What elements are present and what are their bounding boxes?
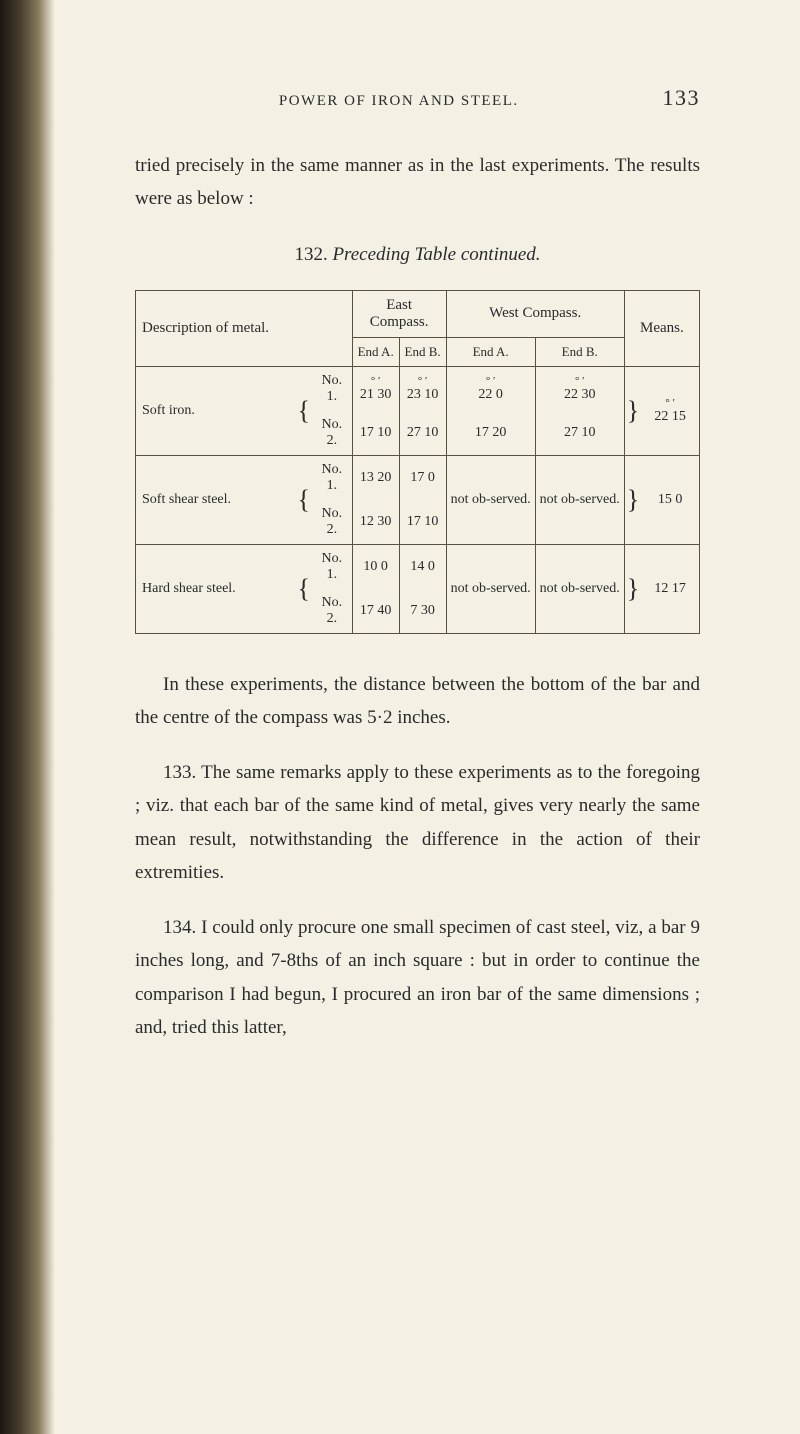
val: 21 30 [360, 387, 392, 402]
cell-means: ° ′22 15 [641, 366, 699, 455]
paragraph-4: 134. I could only procure one small spec… [135, 911, 700, 1044]
header-east-a: End A. [352, 337, 399, 366]
row-no: No. 2. [312, 500, 352, 545]
val: 22 30 [564, 387, 596, 402]
cell-means: 12 17 [641, 544, 699, 633]
brace-icon: } [624, 544, 641, 633]
running-title: POWER OF IRON AND STEEL. [135, 93, 663, 110]
header-west-a: End A. [446, 337, 535, 366]
cell-value: ° ′22 0 [446, 366, 535, 411]
cell-value: ° ′23 10 [399, 366, 446, 411]
row-label-hard-shear: Hard shear steel. [136, 544, 296, 633]
row-label-soft-iron: Soft iron. [136, 366, 296, 455]
row-no: No. 2. [312, 411, 352, 456]
page-number: 133 [663, 85, 701, 111]
header-west-b: End B. [535, 337, 624, 366]
page-content: POWER OF IRON AND STEEL. 133 tried preci… [0, 0, 800, 1126]
cell-value: 27 10 [399, 411, 446, 456]
deg-mark: ° ′ [645, 397, 695, 409]
cell-value: ° ′22 30 [535, 366, 624, 411]
cell-value: 17 40 [352, 589, 399, 634]
cell-value: 10 0 [352, 544, 399, 589]
cell-value: not ob-served. [446, 455, 535, 544]
row-no: No. 1. [312, 455, 352, 500]
deg-mark: ° ′ [357, 375, 395, 387]
cell-value: 12 30 [352, 500, 399, 545]
cell-value: not ob-served. [446, 544, 535, 633]
val: 22 0 [478, 387, 503, 402]
cell-value: 17 10 [399, 500, 446, 545]
val: 22 15 [654, 409, 686, 424]
caption-text: Preceding Table continued. [332, 244, 540, 265]
paragraph-3: 133. The same remarks apply to these exp… [135, 756, 700, 889]
table-row: Soft iron. { No. 1. ° ′21 30 ° ′23 10 ° … [136, 366, 700, 411]
val: 23 10 [407, 387, 439, 402]
paragraph-2: In these experiments, the distance betwe… [135, 668, 700, 735]
cell-value: 13 20 [352, 455, 399, 500]
cell-value: 17 0 [399, 455, 446, 500]
header-east-b: End B. [399, 337, 446, 366]
paragraph-intro: tried precisely in the same manner as in… [135, 149, 700, 216]
cell-value: not ob-served. [535, 455, 624, 544]
table-row: Soft shear steel. { No. 1. 13 20 17 0 no… [136, 455, 700, 500]
brace-icon: } [624, 455, 641, 544]
binding-shadow [0, 0, 55, 1434]
brace-icon: { [296, 544, 312, 633]
cell-value: 17 20 [446, 411, 535, 456]
header-means: Means. [624, 290, 699, 366]
header-description: Description of metal. [136, 290, 353, 366]
cell-means: 15 0 [641, 455, 699, 544]
table-caption: 132. Preceding Table continued. [135, 244, 700, 266]
brace-icon: } [624, 366, 641, 455]
running-head: POWER OF IRON AND STEEL. 133 [135, 85, 700, 111]
brace-icon: { [296, 366, 312, 455]
header-east: East Compass. [352, 290, 446, 337]
data-table: Description of metal. East Compass. West… [135, 290, 700, 634]
brace-icon: { [296, 455, 312, 544]
row-label-soft-shear: Soft shear steel. [136, 455, 296, 544]
row-no: No. 1. [312, 544, 352, 589]
cell-value: 14 0 [399, 544, 446, 589]
row-no: No. 2. [312, 589, 352, 634]
cell-value: 7 30 [399, 589, 446, 634]
deg-mark: ° ′ [451, 375, 531, 387]
deg-mark: ° ′ [404, 375, 442, 387]
caption-number: 132. [294, 244, 327, 265]
row-no: No. 1. [312, 366, 352, 411]
header-west: West Compass. [446, 290, 624, 337]
cell-value: ° ′21 30 [352, 366, 399, 411]
table-header-row-1: Description of metal. East Compass. West… [136, 290, 700, 337]
cell-value: 27 10 [535, 411, 624, 456]
table-row: Hard shear steel. { No. 1. 10 0 14 0 not… [136, 544, 700, 589]
cell-value: not ob-served. [535, 544, 624, 633]
deg-mark: ° ′ [540, 375, 620, 387]
cell-value: 17 10 [352, 411, 399, 456]
